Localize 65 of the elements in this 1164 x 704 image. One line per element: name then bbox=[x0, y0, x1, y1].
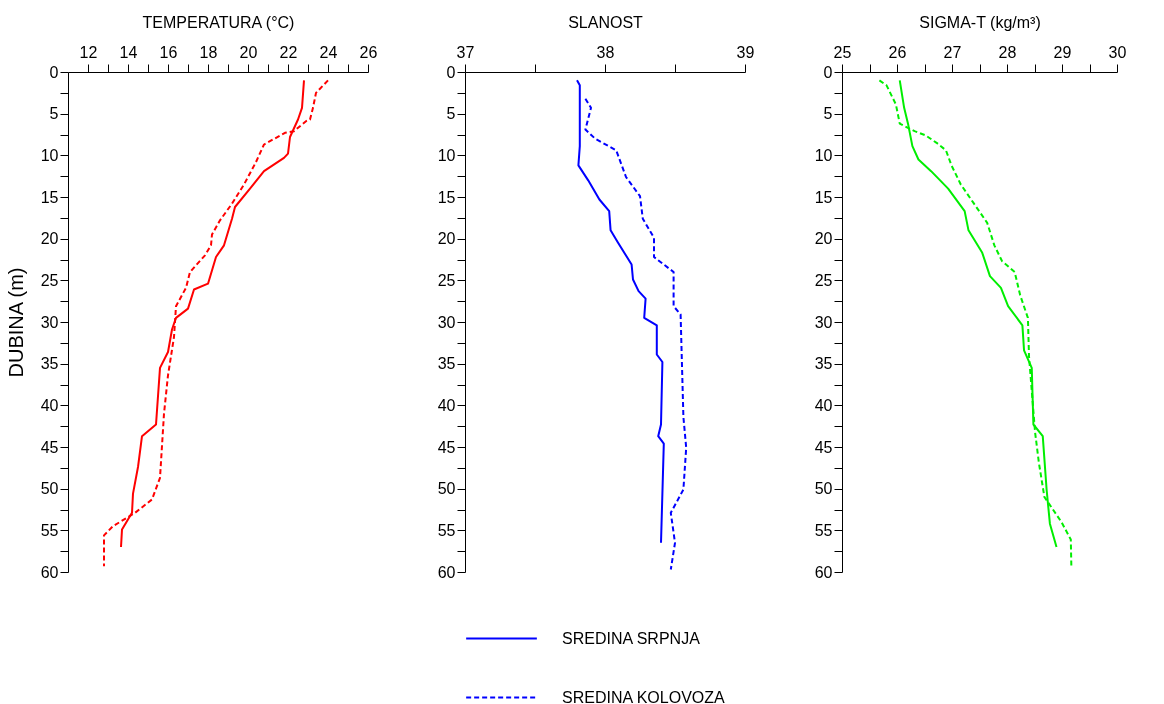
x-tick-label: 39 bbox=[736, 43, 755, 61]
x-tick-label: 14 bbox=[119, 43, 138, 61]
line-series bbox=[878, 79, 1073, 568]
y-tick-label: 60 bbox=[40, 563, 59, 581]
y-tick-label: 45 bbox=[814, 438, 833, 456]
y-tick-label: 30 bbox=[814, 313, 833, 331]
y-tick-label: 55 bbox=[40, 521, 59, 539]
y-tick-label: 0 bbox=[446, 63, 456, 81]
y-tick-label: 40 bbox=[40, 396, 59, 414]
y-tick-label: 50 bbox=[814, 480, 833, 498]
y-tick-label: 60 bbox=[814, 563, 833, 581]
x-tick-label: 26 bbox=[888, 43, 907, 61]
x-tick-label: 26 bbox=[359, 43, 378, 61]
y-tick-label: 20 bbox=[814, 230, 833, 248]
x-tick-label: 20 bbox=[239, 43, 258, 61]
y-tick-label: 35 bbox=[814, 355, 833, 373]
x-tick-label: 28 bbox=[998, 43, 1017, 61]
y-tick-label: 5 bbox=[446, 105, 456, 123]
y-tick-label: 25 bbox=[437, 271, 456, 289]
y-tick-label: 40 bbox=[437, 396, 456, 414]
y-tick-label: 35 bbox=[437, 355, 456, 373]
y-tick-label: 55 bbox=[814, 521, 833, 539]
y-tick-label: 15 bbox=[437, 188, 456, 206]
x-tick-label: 27 bbox=[943, 43, 962, 61]
x-tick-label: 18 bbox=[199, 43, 218, 61]
y-tick-label: 45 bbox=[437, 438, 456, 456]
legend-label: SREDINA KOLOVOZA bbox=[562, 688, 726, 704]
y-tick-label: 60 bbox=[437, 563, 456, 581]
y-tick-label: 20 bbox=[40, 230, 59, 248]
x-tick-label: 12 bbox=[79, 43, 98, 61]
legend-label: SREDINA SRPNJA bbox=[562, 629, 701, 647]
y-tick-label: 25 bbox=[40, 271, 59, 289]
y-tick-label: 25 bbox=[814, 271, 833, 289]
y-tick-label: 35 bbox=[40, 355, 59, 373]
y-tick-label: 15 bbox=[814, 188, 833, 206]
x-tick-label: 22 bbox=[279, 43, 298, 61]
x-axis-title: SLANOST bbox=[568, 13, 644, 31]
y-tick-label: 50 bbox=[437, 480, 456, 498]
y-tick-label: 5 bbox=[49, 105, 59, 123]
y-tick-label: 40 bbox=[814, 396, 833, 414]
x-tick-label: 24 bbox=[319, 43, 338, 61]
y-tick-label: 10 bbox=[814, 146, 833, 164]
y-tick-label: 5 bbox=[823, 105, 833, 123]
y-tick-label: 0 bbox=[49, 63, 59, 81]
y-tick-label: 10 bbox=[40, 146, 59, 164]
y-tick-label: 20 bbox=[437, 230, 456, 248]
x-axis-title: TEMPERATURA (°C) bbox=[142, 13, 295, 31]
x-tick-label: 38 bbox=[596, 43, 615, 61]
x-tick-label: 16 bbox=[159, 43, 178, 61]
x-axis-title: SIGMA-T (kg/m³) bbox=[919, 13, 1041, 31]
y-tick-label: 10 bbox=[437, 146, 456, 164]
line-series bbox=[576, 79, 665, 544]
y-tick-label: 45 bbox=[40, 438, 59, 456]
x-tick-label: 30 bbox=[1108, 43, 1127, 61]
x-tick-label: 37 bbox=[456, 43, 475, 61]
x-tick-label: 29 bbox=[1053, 43, 1072, 61]
y-tick-label: 0 bbox=[823, 63, 833, 81]
line-series bbox=[103, 79, 329, 568]
y-tick-label: 30 bbox=[40, 313, 59, 331]
y-tick-label: 15 bbox=[40, 188, 59, 206]
y-axis-title: DUBINA (m) bbox=[4, 267, 27, 378]
y-tick-label: 30 bbox=[437, 313, 456, 331]
line-series bbox=[584, 97, 688, 571]
y-tick-label: 55 bbox=[437, 521, 456, 539]
y-tick-label: 50 bbox=[40, 480, 59, 498]
